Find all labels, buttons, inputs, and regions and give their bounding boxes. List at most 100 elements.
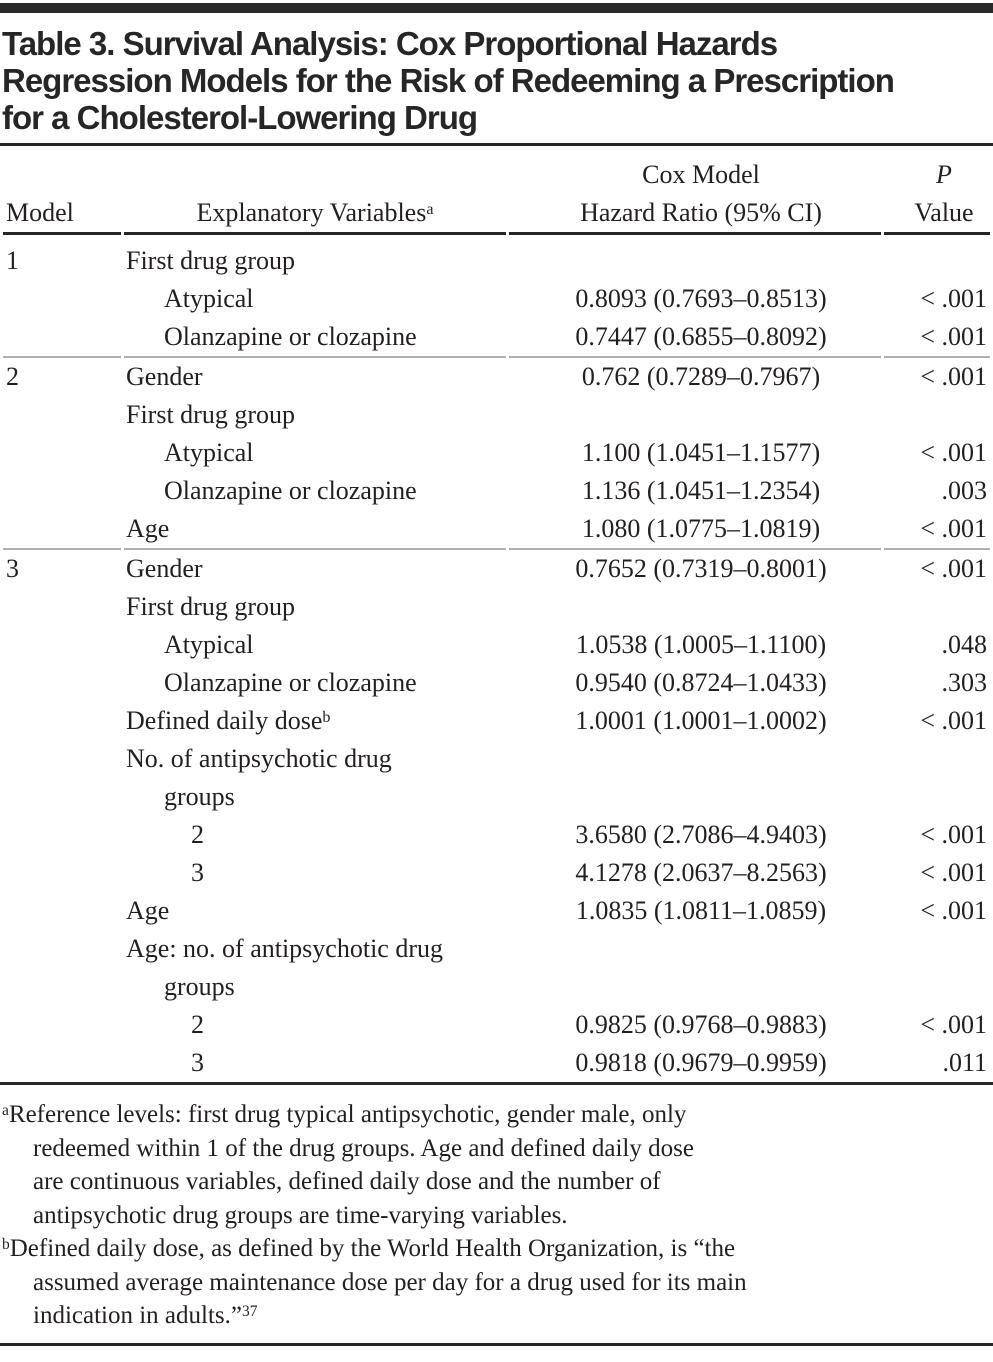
hazard-ratio-cell: 4.1278 (2.0637–8.2563) — [575, 858, 827, 887]
footnote-marker-b: b — [2, 1236, 10, 1254]
table-row: groups — [3, 778, 990, 816]
variable-cell: Atypical — [164, 284, 254, 313]
table-body: 1 First drug group Atypical 0.8093 (0.7693–… — [3, 235, 990, 1082]
table-row: 3 0.9818 (0.9679–0.9959) .011 — [3, 1044, 990, 1082]
table-title-line: for a Cholesterol-Lowering Drug — [2, 99, 478, 136]
hazard-ratio-cell: 0.9825 (0.9768–0.9883) — [575, 1010, 827, 1039]
table-row: Olanzapine or clozapine 0.9540 (0.8724–1.… — [3, 664, 990, 702]
page-bottom-rule — [0, 1342, 993, 1346]
table-row: 3 Gender 0.7652 (0.7319–0.8001) < .001 — [3, 550, 990, 588]
model-cell — [3, 778, 121, 816]
p-value-cell: < .001 — [920, 706, 987, 735]
p-value-cell: < .001 — [884, 510, 990, 550]
table-title-line: Table 3. Survival Analysis: Cox Proporti… — [2, 25, 778, 62]
model-cell — [3, 626, 121, 664]
p-value-cell — [884, 930, 990, 968]
hazard-ratio-cell — [509, 235, 881, 280]
hazard-ratio-cell: 0.9540 (0.8724–1.0433) — [575, 668, 827, 697]
p-value-cell: < .001 — [920, 554, 987, 583]
table-row: Olanzapine or clozapine 1.136 (1.0451–1.2… — [3, 472, 990, 510]
footnote-marker-b: b — [322, 708, 331, 726]
cox-regression-table: Cox Model P Model Explanatory Variablesa… — [0, 150, 993, 1082]
hazard-ratio-cell: 0.9818 (0.9679–0.9959) — [575, 1048, 827, 1077]
variable-cell: groups — [164, 972, 235, 1001]
hazard-ratio-cell — [509, 740, 881, 778]
footnote-line: antipsychotic drug groups are time-varyi… — [33, 1201, 568, 1229]
hazard-ratio-cell: 0.762 (0.7289–0.7967) — [581, 362, 821, 391]
model-cell — [3, 740, 121, 778]
footnote-line: aReference levels: first drug typical an… — [2, 1101, 687, 1128]
model-cell — [3, 930, 121, 968]
variable-cell: 3 — [191, 1048, 204, 1077]
hazard-ratio-cell: 1.080 (1.0775–1.0819) — [509, 510, 881, 550]
table-row: groups — [3, 968, 990, 1006]
reference-number: 37 — [241, 1303, 258, 1321]
table-header: Cox Model P Model Explanatory Variablesa… — [3, 150, 990, 235]
table-row: 3 4.1278 (2.0637–8.2563) < .001 — [3, 854, 990, 892]
p-value-cell: < .001 — [920, 858, 987, 887]
footnote-line: bDefined daily dose, as defined by the W… — [2, 1235, 736, 1262]
footnote-marker-a: a — [426, 200, 434, 218]
hazard-ratio-cell — [509, 778, 881, 816]
variable-cell: 2 — [191, 1010, 204, 1039]
hazard-ratio-cell: 1.0001 (1.0001–1.0002) — [575, 706, 827, 735]
variable-cell: Gender — [126, 362, 203, 391]
model-cell — [3, 1006, 121, 1044]
header-explanatory-variables-text: Explanatory Variables — [196, 198, 427, 227]
p-value-cell — [884, 588, 990, 626]
table-title: Table 3. Survival Analysis: Cox Proporti… — [2, 25, 993, 136]
table-row: No. of antipsychotic drug — [3, 740, 990, 778]
p-value-cell: < .001 — [920, 1010, 987, 1039]
header-spacer — [3, 150, 121, 194]
table-title-line: Regression Models for the Risk of Redeem… — [2, 62, 895, 99]
p-value-cell — [884, 235, 990, 280]
table-row: Atypical 1.0538 (1.0005–1.1100) .048 — [3, 626, 990, 664]
variable-cell: Atypical — [164, 438, 254, 467]
footnote-line: assumed average maintenance dose per day… — [33, 1268, 747, 1296]
variable-cell: Age — [126, 896, 170, 925]
p-value-cell: < .001 — [920, 362, 987, 391]
variable-cell: 3 — [191, 858, 204, 887]
p-value-cell: < .001 — [884, 318, 990, 358]
p-value-cell — [884, 396, 990, 434]
p-value-cell — [884, 968, 990, 1006]
p-value-cell — [884, 740, 990, 778]
variable-cell: No. of antipsychotic drug — [126, 744, 392, 773]
table-row: Age 1.080 (1.0775–1.0819) < .001 — [3, 510, 990, 550]
variable-cell: First drug group — [126, 246, 295, 275]
table-row: Atypical 0.8093 (0.7693–0.8513) < .001 — [3, 280, 990, 318]
hazard-ratio-cell: 3.6580 (2.7086–4.9403) — [575, 820, 827, 849]
table-row: 2 3.6580 (2.7086–4.9403) < .001 — [3, 816, 990, 854]
table-row: 2 Gender 0.762 (0.7289–0.7967) < .001 — [3, 358, 990, 396]
model-cell: 1 — [6, 246, 19, 275]
variable-cell: First drug group — [126, 592, 295, 621]
header-explanatory-variables: Explanatory Variablesa — [124, 194, 506, 235]
model-cell — [3, 816, 121, 854]
variable-cell: First drug group — [126, 400, 295, 429]
variable-cell: Gender — [126, 554, 203, 583]
p-value-cell: .003 — [941, 476, 988, 505]
hazard-ratio-cell: 1.0835 (1.0811–1.0859) — [575, 896, 827, 925]
hazard-ratio-cell — [509, 588, 881, 626]
table-row: First drug group — [3, 588, 990, 626]
variable-cell: Olanzapine or clozapine — [124, 318, 506, 358]
model-cell — [3, 968, 121, 1006]
variable-cell: Defined daily doseb — [126, 706, 331, 735]
footnotes: aReference levels: first drug typical an… — [0, 1098, 993, 1333]
variable-cell: Olanzapine or clozapine — [164, 476, 417, 505]
p-value-cell — [884, 778, 990, 816]
footnote-line: are continuous variables, defined daily … — [33, 1168, 661, 1195]
table-row: Age 1.0835 (1.0811–1.0859) < .001 — [3, 892, 990, 930]
table-row: 1 First drug group — [3, 235, 990, 280]
header-hazard-ratio: Hazard Ratio (95% CI) — [509, 194, 881, 235]
hazard-ratio-cell — [509, 396, 881, 434]
p-value-cell: .303 — [941, 668, 988, 697]
footnote-marker-a: a — [2, 1102, 9, 1120]
p-value-cell: < .001 — [920, 438, 987, 467]
table-row: Defined daily doseb 1.0001 (1.0001–1.0002… — [3, 702, 990, 740]
model-cell — [3, 892, 121, 930]
hazard-ratio-cell — [509, 930, 881, 968]
header-columns-row: Model Explanatory Variablesa Hazard Rati… — [3, 194, 990, 235]
header-spacer — [124, 150, 506, 194]
variable-cell: Atypical — [164, 630, 254, 659]
